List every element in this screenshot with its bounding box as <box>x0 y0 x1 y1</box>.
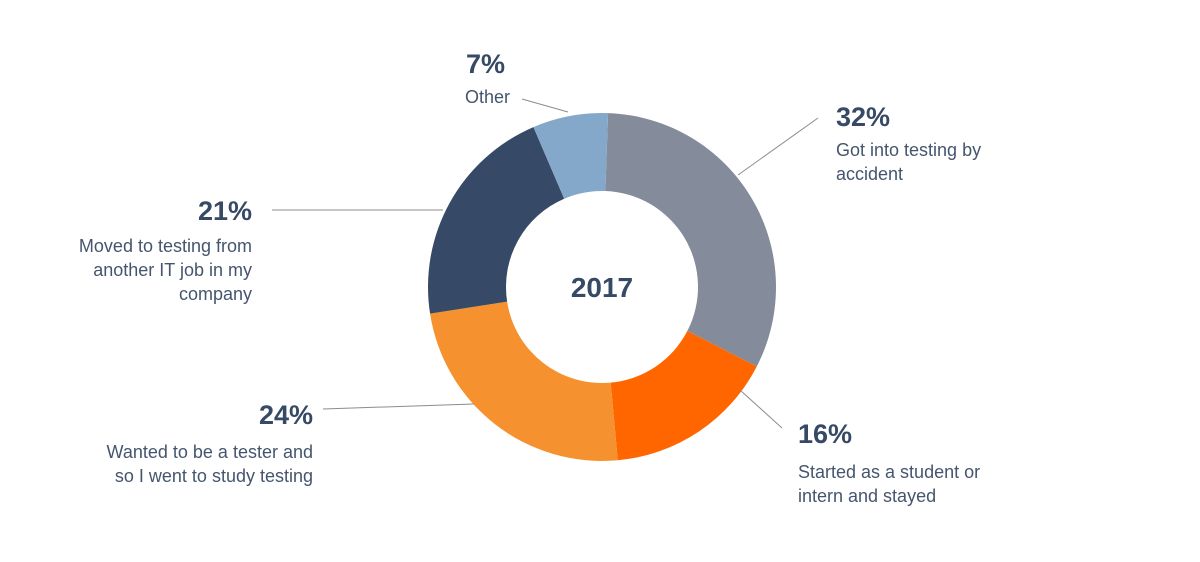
donut-slice-3 <box>430 301 618 461</box>
slice-category-label: Other <box>465 87 510 107</box>
slice-category-label: Started as a student or <box>798 462 980 482</box>
slice-percent-label: 21% <box>198 196 252 226</box>
leader-line-3 <box>322 403 475 410</box>
leader-line-2 <box>739 389 783 429</box>
slice-category-label: Moved to testing from <box>79 236 252 256</box>
leader-line-1 <box>737 117 819 176</box>
donut-slices <box>427 112 776 461</box>
slice-category-label: accident <box>836 164 903 184</box>
slice-category-label: Got into testing by <box>836 140 981 160</box>
slice-category-label: company <box>179 284 252 304</box>
slice-percent-label: 16% <box>798 419 852 449</box>
slice-category-label: so I went to study testing <box>115 466 313 486</box>
slice-percent-label: 32% <box>836 102 890 132</box>
donut-slice-4 <box>427 127 565 314</box>
slice-category-label: Wanted to be a tester and <box>107 442 313 462</box>
donut-slice-5 <box>533 112 609 199</box>
donut-slice-2 <box>610 330 757 461</box>
slice-category-label: intern and stayed <box>798 486 936 506</box>
slice-percent-label: 7% <box>466 49 505 79</box>
leader-line-5 <box>521 98 569 113</box>
center-year-label: 2017 <box>571 272 633 303</box>
slice-percent-label: 24% <box>259 400 313 430</box>
slice-labels: 32% Got into testing by accident 16% Started… <box>79 49 981 506</box>
slice-category-label: another IT job in my <box>93 260 252 280</box>
leader-lines <box>272 98 819 429</box>
donut-slice-1 <box>605 113 776 367</box>
